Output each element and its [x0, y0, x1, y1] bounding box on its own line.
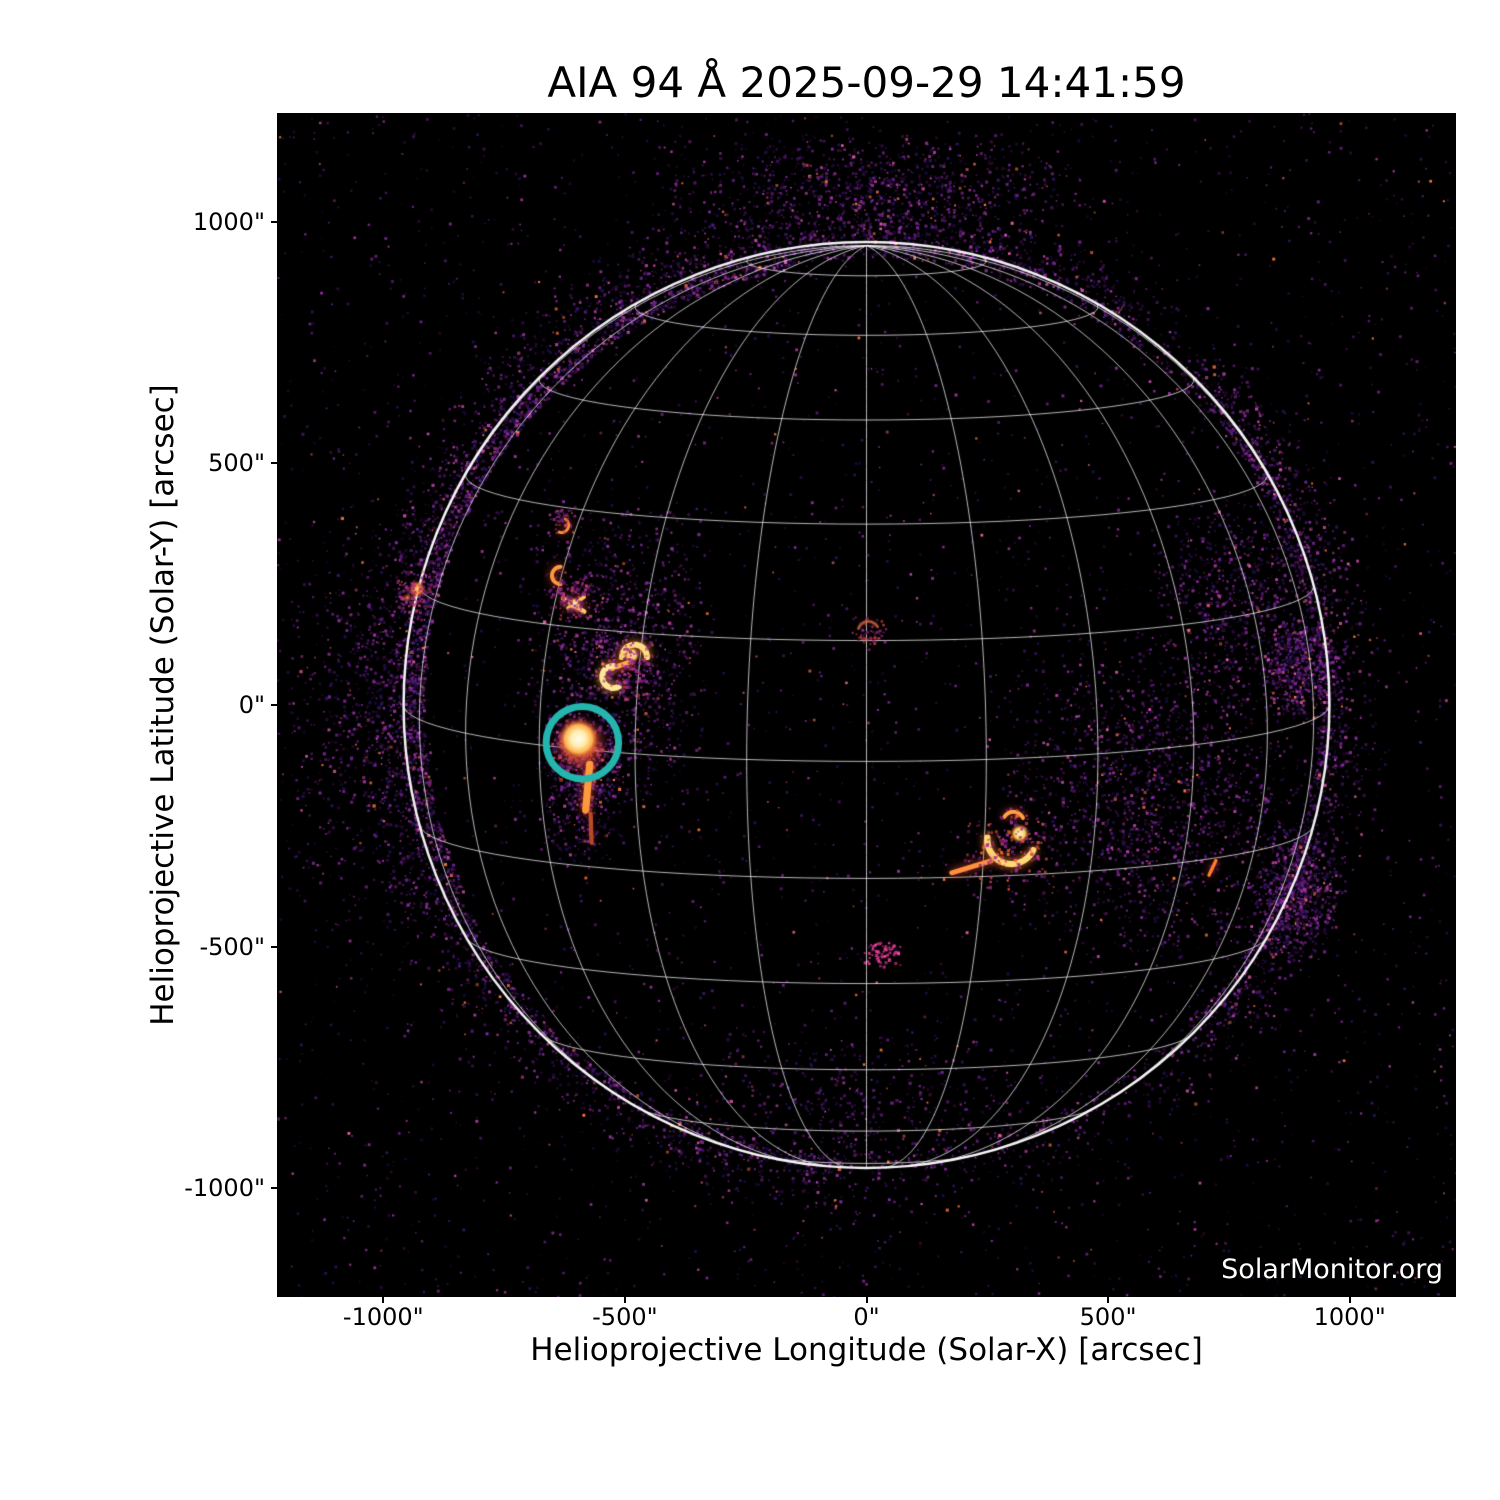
- watermark-text: SolarMonitor.org: [1221, 1254, 1443, 1285]
- x-axis-label: Helioprojective Longitude (Solar-X) [arc…: [530, 1332, 1203, 1368]
- x-tick-mark: [1107, 1297, 1110, 1303]
- y-tick-mark: [271, 945, 277, 948]
- x-tick-label: 500": [1079, 1303, 1137, 1331]
- y-tick-label: 0": [238, 691, 265, 719]
- y-tick-mark: [271, 220, 277, 223]
- y-tick-label: -500": [199, 932, 265, 961]
- solar-image-canvas: [277, 113, 1456, 1297]
- y-tick-mark: [271, 462, 277, 465]
- x-tick-mark: [623, 1297, 626, 1303]
- y-tick-mark: [271, 704, 277, 706]
- y-tick-mark: [271, 1187, 277, 1190]
- x-tick-mark: [1348, 1297, 1351, 1303]
- x-tick-label: -1000": [342, 1303, 424, 1331]
- x-tick-mark: [865, 1297, 868, 1303]
- x-tick-mark: [382, 1297, 385, 1303]
- y-tick-label: -1000": [184, 1174, 265, 1203]
- y-tick-label: 500": [208, 449, 265, 478]
- x-tick-label: 1000": [1313, 1303, 1386, 1331]
- chart-title: AIA 94 Å 2025-09-29 14:41:59: [547, 58, 1186, 107]
- x-tick-label: -500": [592, 1303, 658, 1331]
- y-tick-label: 1000": [192, 207, 265, 236]
- x-tick-label: 0": [853, 1303, 880, 1331]
